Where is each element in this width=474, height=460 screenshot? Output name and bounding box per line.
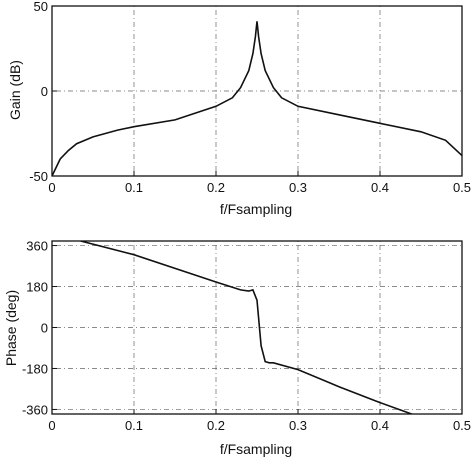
- phase-x-tick-label: 0.1: [125, 418, 143, 433]
- gain-x-tick-label: 0: [48, 180, 55, 195]
- phase-x-tick-label: 0: [48, 418, 55, 433]
- gain-x-axis-label: f/Fsampling: [220, 201, 292, 217]
- phase-y-axis-label: Phase (deg): [3, 290, 19, 366]
- phase-x-tick-label: 0.4: [371, 418, 389, 433]
- gain-x-tick-label: 0.3: [289, 180, 307, 195]
- gain-x-tick-label: 0.2: [207, 180, 225, 195]
- phase-y-tick-label: -360: [22, 402, 48, 417]
- phase-y-tick-label: 360: [26, 239, 48, 254]
- gain-grid: [52, 6, 462, 176]
- phase-y-tick-label: 180: [26, 280, 48, 295]
- phase-x-tick-label: 0.3: [289, 418, 307, 433]
- gain-x-tick-label: 0.5: [453, 180, 471, 195]
- gain-y-tick-label: 50: [34, 0, 48, 14]
- phase-series-line: [80, 241, 414, 414]
- gain-x-tick-label: 0.1: [125, 180, 143, 195]
- phase-x-tick-label: 0.2: [207, 418, 225, 433]
- gain-y-axis-label: Gain (dB): [7, 60, 23, 120]
- phase-chart: 0 0.1 0.2 0.3 0.4 0.5 360 180 0 -180 -360 f/Fsampl…: [3, 239, 471, 457]
- gain-y-tick-label: 0: [41, 84, 48, 99]
- phase-y-tick-label: -180: [22, 361, 48, 376]
- phase-grid: [52, 241, 462, 414]
- phase-x-tick-label: 0.5: [453, 418, 471, 433]
- gain-series-line: [52, 21, 462, 176]
- gain-y-tick-label: -50: [29, 169, 48, 184]
- phase-ticks: 0 0.1 0.2 0.3 0.4 0.5 360 180 0 -180 -360: [22, 239, 471, 433]
- phase-x-axis-label: f/Fsampling: [220, 441, 292, 457]
- gain-x-tick-label: 0.4: [371, 180, 389, 195]
- phase-y-tick-label: 0: [41, 321, 48, 336]
